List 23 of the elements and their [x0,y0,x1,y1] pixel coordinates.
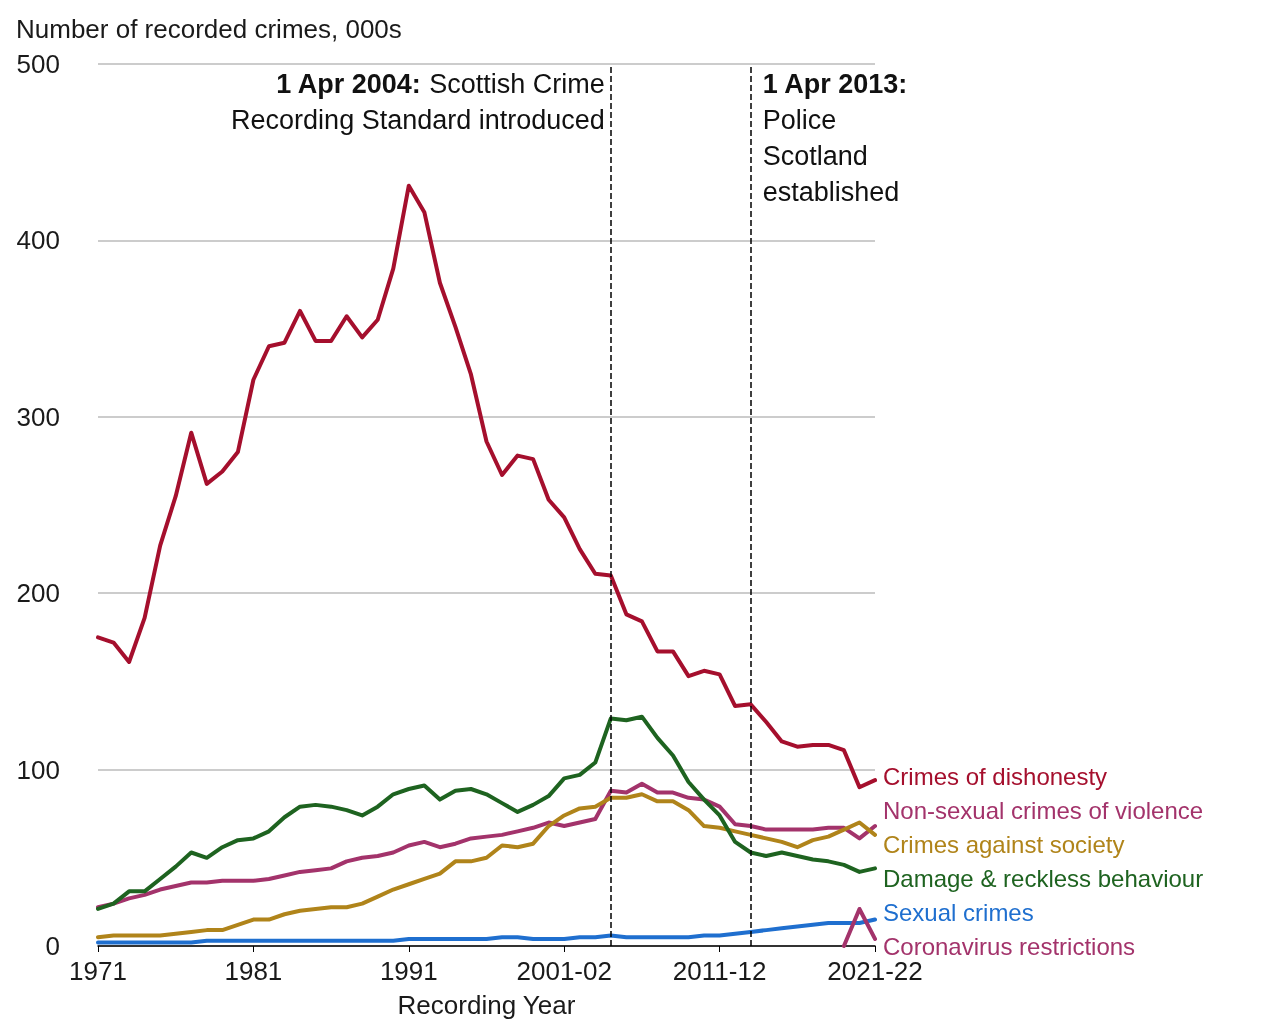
line-series [96,781,877,910]
x-tick-label: 2001-02 [516,956,612,986]
series-label: Sexual crimes [883,898,1034,926]
y-tick-label: 500 [16,49,60,79]
series-label: Damage & reckless behaviour [883,864,1204,892]
x-tick-label: 1971 [69,956,127,986]
y-tick-label: 200 [16,578,60,609]
series-label: Crimes of dishonesty [883,762,1108,790]
line-series [96,714,877,911]
x-tick-label: 1981 [224,956,283,986]
y-tick-label: 0 [45,931,60,961]
ref-line-label: 1 Apr 2013: Police Scotland established [762,68,908,207]
x-tick-label: 1991 [379,956,438,986]
y-axis-title: Number of recorded crimes, 000s [16,14,402,44]
line-series [96,792,877,940]
x-axis-title: Recording Year [397,990,576,1020]
series-label: Non-sexual crimes of violence [883,796,1204,824]
y-tick-label: 100 [16,754,60,785]
series-label: Crimes against society [883,830,1125,858]
x-tick-label: 2011-12 [672,956,767,986]
y-tick-label: 400 [16,225,60,256]
y-tick-label: 300 [16,401,60,432]
ref-line-label: 1 Apr 2004: Scottish Crime Recording Standard introduced [231,68,605,135]
